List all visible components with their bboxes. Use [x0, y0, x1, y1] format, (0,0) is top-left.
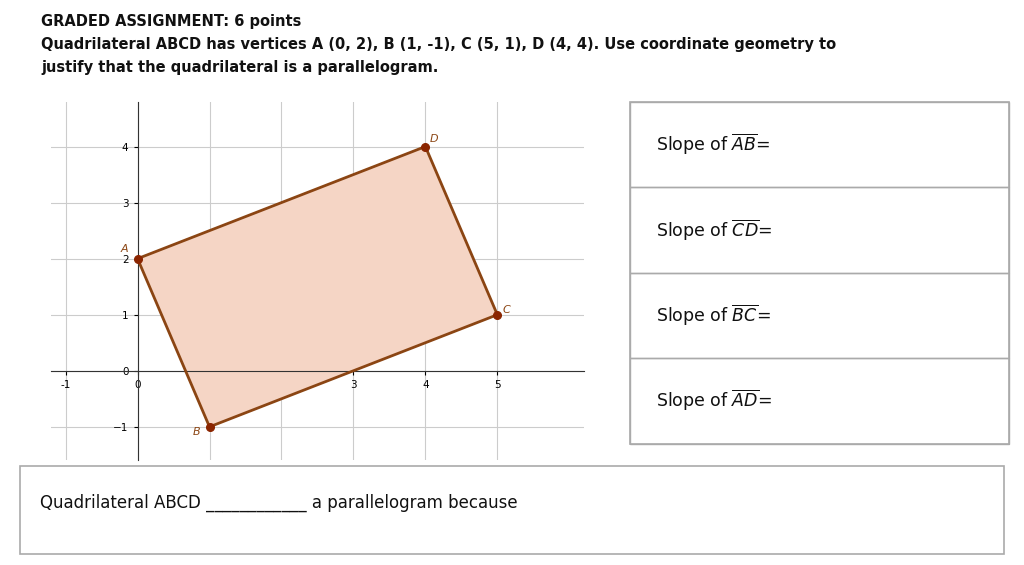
- Text: Quadrilateral ABCD ____________ a parallelogram because: Quadrilateral ABCD ____________ a parall…: [40, 494, 518, 512]
- Text: Slope of $\overline{\mathit{BC}}$=: Slope of $\overline{\mathit{BC}}$=: [656, 303, 771, 328]
- Text: Slope of $\overline{\mathit{AB}}$=: Slope of $\overline{\mathit{AB}}$=: [656, 132, 771, 157]
- Text: Slope of $\overline{\mathit{AD}}$=: Slope of $\overline{\mathit{AD}}$=: [656, 388, 772, 414]
- Text: GRADED ASSIGNMENT: 6 points: GRADED ASSIGNMENT: 6 points: [41, 14, 301, 29]
- Text: A: A: [121, 244, 128, 254]
- Bar: [630, 187, 1009, 273]
- Polygon shape: [137, 146, 498, 427]
- Text: C: C: [502, 305, 510, 315]
- Bar: [630, 273, 1009, 358]
- Bar: [630, 102, 1009, 187]
- Bar: [630, 358, 1009, 444]
- Text: Slope of $\overline{\mathit{CD}}$=: Slope of $\overline{\mathit{CD}}$=: [656, 217, 772, 242]
- Text: Quadrilateral ABCD has vertices A (0, 2), B (1, -1), C (5, 1), D (4, 4). Use coo: Quadrilateral ABCD has vertices A (0, 2)…: [41, 37, 836, 52]
- Text: justify that the quadrilateral is a parallelogram.: justify that the quadrilateral is a para…: [41, 60, 438, 76]
- Text: B: B: [193, 427, 201, 437]
- Text: D: D: [430, 134, 438, 144]
